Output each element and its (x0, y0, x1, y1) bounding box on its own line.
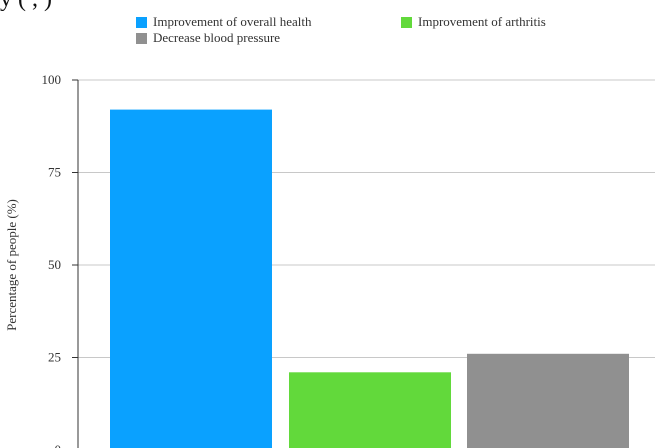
legend-label: Improvement of arthritis (418, 14, 546, 29)
y-axis-title: Percentage of people (%) (4, 199, 19, 331)
y-tick-label: 75 (48, 165, 61, 180)
legend-swatch (136, 33, 147, 44)
legend: Improvement of overall health Improvement… (136, 14, 546, 45)
bar-3 (467, 353, 629, 448)
axes: 0 25 50 75 100 (42, 72, 79, 448)
bars (110, 109, 629, 448)
legend-swatch (136, 17, 147, 28)
bar-2 (289, 372, 451, 448)
legend-label: Decrease blood pressure (153, 30, 280, 45)
y-tick-label: 0 (55, 442, 62, 448)
legend-swatch (401, 17, 412, 28)
legend-label: Improvement of overall health (153, 14, 312, 29)
y-tick-label: 50 (48, 257, 61, 272)
bar-1 (110, 109, 272, 448)
y-tick-label: 25 (48, 350, 61, 365)
chart-title: y ( , ) (0, 0, 52, 12)
y-tick-label: 100 (42, 72, 62, 87)
